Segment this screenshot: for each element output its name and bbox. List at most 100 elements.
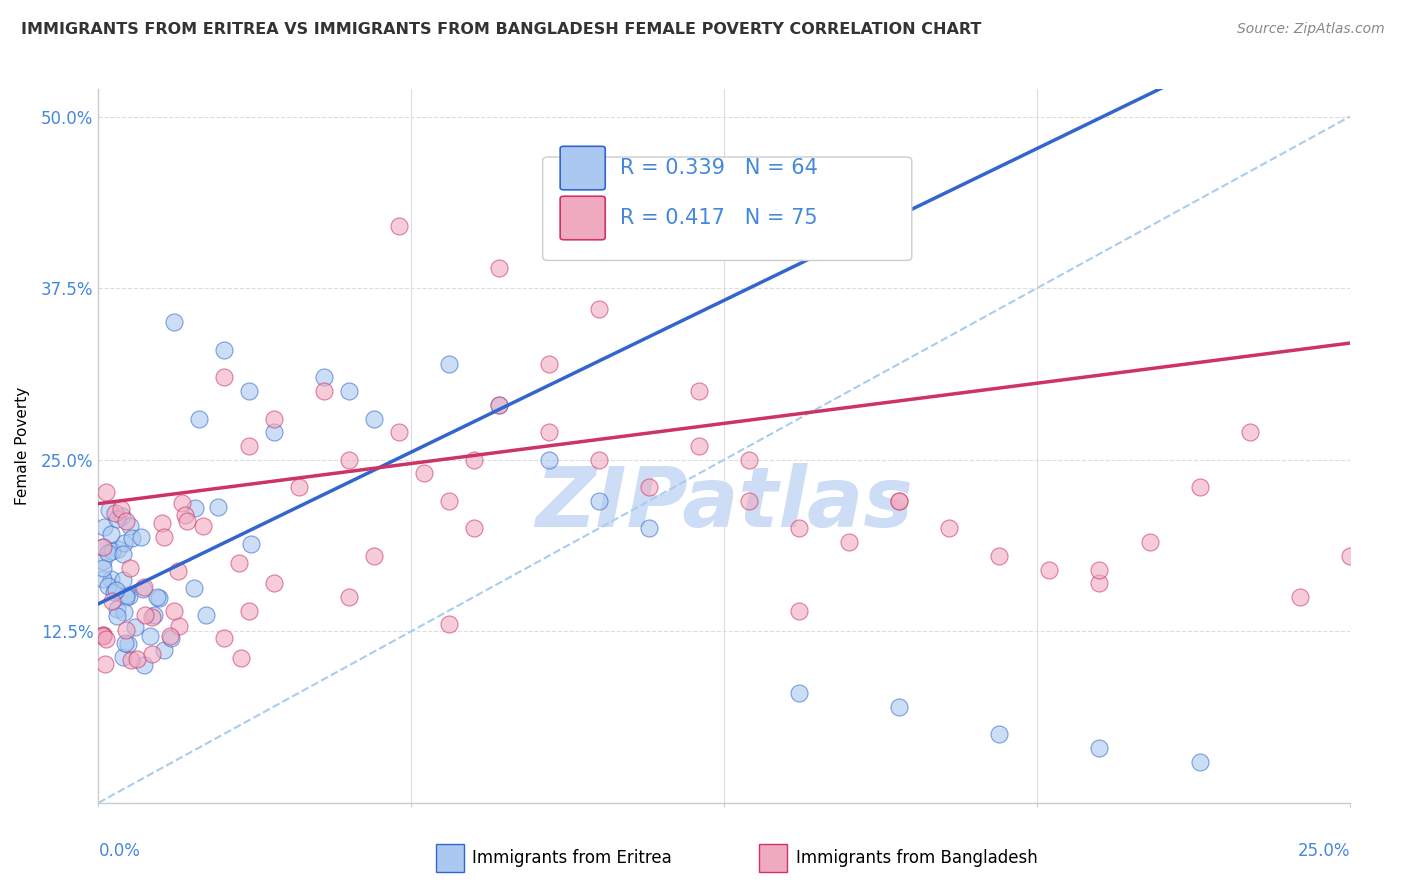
Point xyxy=(139,629,162,643)
Point xyxy=(112,536,135,550)
Point xyxy=(117,637,139,651)
Point xyxy=(146,591,169,605)
Point xyxy=(688,439,710,453)
Point xyxy=(124,620,146,634)
Point xyxy=(94,632,117,646)
Point xyxy=(212,631,235,645)
Point xyxy=(96,484,118,499)
Point xyxy=(263,425,285,440)
Point xyxy=(93,540,115,554)
Point xyxy=(159,628,181,642)
Text: R = 0.339   N = 64: R = 0.339 N = 64 xyxy=(620,158,818,178)
Text: ZIPatlas: ZIPatlas xyxy=(536,463,912,543)
Point xyxy=(105,512,128,526)
Point xyxy=(688,384,710,398)
Point xyxy=(173,508,195,522)
Point xyxy=(93,540,115,554)
Point xyxy=(838,535,860,549)
Point xyxy=(488,398,510,412)
Point xyxy=(787,604,810,618)
Point xyxy=(183,581,205,595)
Text: 25.0%: 25.0% xyxy=(1298,842,1350,860)
Point xyxy=(172,496,194,510)
Point xyxy=(363,549,385,563)
Point xyxy=(187,411,209,425)
Point xyxy=(152,530,174,544)
Point xyxy=(93,629,115,643)
Point xyxy=(100,573,122,587)
Point xyxy=(100,527,122,541)
Text: Immigrants from Eritrea: Immigrants from Eritrea xyxy=(472,849,672,867)
Point xyxy=(160,632,183,646)
Point xyxy=(738,494,761,508)
Point xyxy=(115,624,138,638)
Point xyxy=(103,584,125,599)
Point xyxy=(588,494,610,508)
Point xyxy=(1088,562,1111,576)
Point xyxy=(93,520,115,534)
Point xyxy=(167,564,190,578)
Point xyxy=(93,554,115,568)
Point xyxy=(94,657,117,672)
Point xyxy=(143,607,166,622)
Text: 0.0%: 0.0% xyxy=(98,842,141,860)
Point xyxy=(787,521,810,535)
Bar xyxy=(759,844,787,872)
Point xyxy=(537,425,560,440)
Point xyxy=(115,588,138,602)
Point xyxy=(263,576,285,591)
Point xyxy=(114,515,136,529)
Point xyxy=(176,515,198,529)
Point xyxy=(118,560,141,574)
Point xyxy=(111,649,134,664)
Point xyxy=(121,531,143,545)
Point xyxy=(588,301,610,316)
Point xyxy=(127,652,149,666)
Point xyxy=(97,546,120,560)
Point xyxy=(1139,535,1161,549)
Point xyxy=(120,652,142,666)
Point xyxy=(162,316,184,330)
Point xyxy=(437,357,460,371)
Point xyxy=(337,452,360,467)
Point xyxy=(114,636,136,650)
Point xyxy=(162,604,184,618)
Point xyxy=(148,591,170,605)
Point xyxy=(263,411,285,425)
Point xyxy=(1339,549,1361,563)
Point xyxy=(337,384,360,398)
Point xyxy=(101,544,124,558)
Point xyxy=(238,384,260,398)
Point xyxy=(537,452,560,467)
Point xyxy=(988,727,1011,741)
Point xyxy=(738,452,761,467)
Point xyxy=(104,506,127,520)
Point xyxy=(1188,755,1211,769)
Point xyxy=(131,530,153,544)
Point xyxy=(1239,425,1261,440)
Point xyxy=(105,609,128,624)
FancyBboxPatch shape xyxy=(560,146,605,190)
Point xyxy=(638,480,661,494)
Point xyxy=(100,594,122,608)
Point xyxy=(104,582,127,597)
FancyBboxPatch shape xyxy=(543,157,911,260)
Point xyxy=(132,658,155,673)
Point xyxy=(412,467,434,481)
Point xyxy=(388,425,411,440)
Point xyxy=(141,609,163,624)
Point xyxy=(889,699,911,714)
Point xyxy=(134,608,156,623)
Point xyxy=(437,617,460,632)
Point xyxy=(238,604,260,618)
Point xyxy=(194,607,217,622)
Text: R = 0.417   N = 75: R = 0.417 N = 75 xyxy=(620,208,818,228)
Point xyxy=(889,494,911,508)
Point xyxy=(112,548,135,562)
Point xyxy=(183,501,205,516)
Point xyxy=(488,398,510,412)
Point xyxy=(988,549,1011,563)
Point xyxy=(388,219,411,234)
Point xyxy=(134,580,156,594)
Point xyxy=(105,602,128,616)
